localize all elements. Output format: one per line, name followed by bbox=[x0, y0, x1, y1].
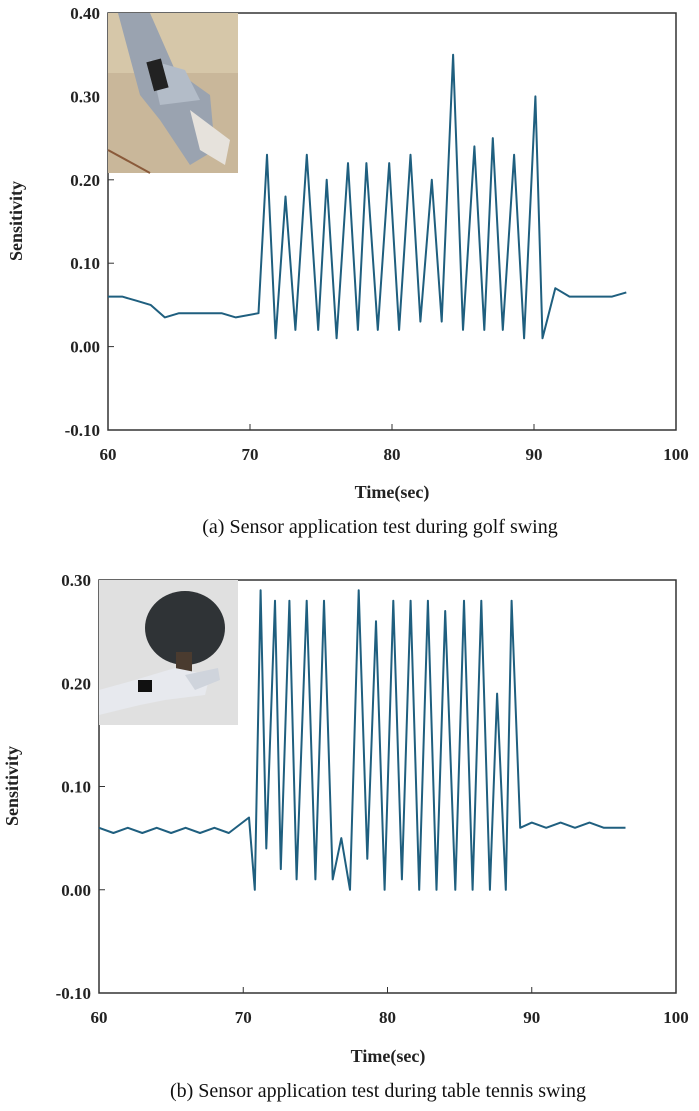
series-line bbox=[98, 589, 626, 891]
y-tick-label: 0.00 bbox=[70, 338, 100, 357]
x-tick-label: 60 bbox=[100, 445, 117, 464]
x-tick-label: 90 bbox=[523, 1008, 540, 1027]
panel-a-golf-swing: -0.10 0.00 0.10 0.20 0.30 0.40 60 70 80 90 100 Sen… bbox=[6, 4, 689, 538]
y-tick-label: -0.10 bbox=[56, 984, 91, 1003]
y-tick-label: 0.30 bbox=[70, 87, 100, 106]
x-tick-label: 100 bbox=[663, 445, 689, 464]
axes-layer: -0.10 0.00 0.10 0.20 0.30 0.40 60 70 80 90 100 bbox=[65, 4, 689, 464]
x-tick-label: 80 bbox=[384, 445, 401, 464]
inset-photo-golf-glove bbox=[107, 13, 238, 174]
y-tick-label: 0.10 bbox=[61, 778, 91, 797]
x-axis-title-a: Time(sec) bbox=[355, 482, 430, 503]
y-tick-label: 0.20 bbox=[70, 171, 100, 190]
x-tick-label: 60 bbox=[91, 1008, 108, 1027]
x-tick-label: 100 bbox=[663, 1008, 689, 1027]
x-tick-label: 80 bbox=[379, 1008, 396, 1027]
y-tick-label: 0.30 bbox=[61, 571, 91, 590]
y-tick-label: 0.00 bbox=[61, 881, 91, 900]
caption-a: (a) Sensor application test during golf … bbox=[202, 516, 558, 538]
y-tick-label: 0.40 bbox=[70, 4, 100, 23]
y-tick-label: 0.10 bbox=[70, 254, 100, 273]
panel-b-table-tennis-swing: -0.10 0.00 0.10 0.20 0.30 60 70 80 90 100 Sensiti… bbox=[2, 571, 689, 1102]
x-axis-title-b: Time(sec) bbox=[351, 1046, 426, 1067]
x-tick-label: 70 bbox=[242, 445, 259, 464]
x-tick-label: 90 bbox=[526, 445, 543, 464]
series-line bbox=[108, 53, 627, 340]
x-tick-label: 70 bbox=[235, 1008, 252, 1027]
caption-b: (b) Sensor application test during table… bbox=[170, 1080, 586, 1102]
y-axis-title-a: Sensitivity bbox=[6, 181, 26, 261]
y-axis-title-b: Sensitivity bbox=[2, 746, 22, 826]
inset-photo-table-tennis-paddle bbox=[99, 580, 238, 725]
y-tick-label: -0.10 bbox=[65, 421, 100, 440]
series-layer bbox=[108, 53, 627, 340]
y-tick-label: 0.20 bbox=[61, 674, 91, 693]
series-layer bbox=[98, 589, 626, 891]
axes-layer: -0.10 0.00 0.10 0.20 0.30 60 70 80 90 100 bbox=[56, 571, 689, 1027]
